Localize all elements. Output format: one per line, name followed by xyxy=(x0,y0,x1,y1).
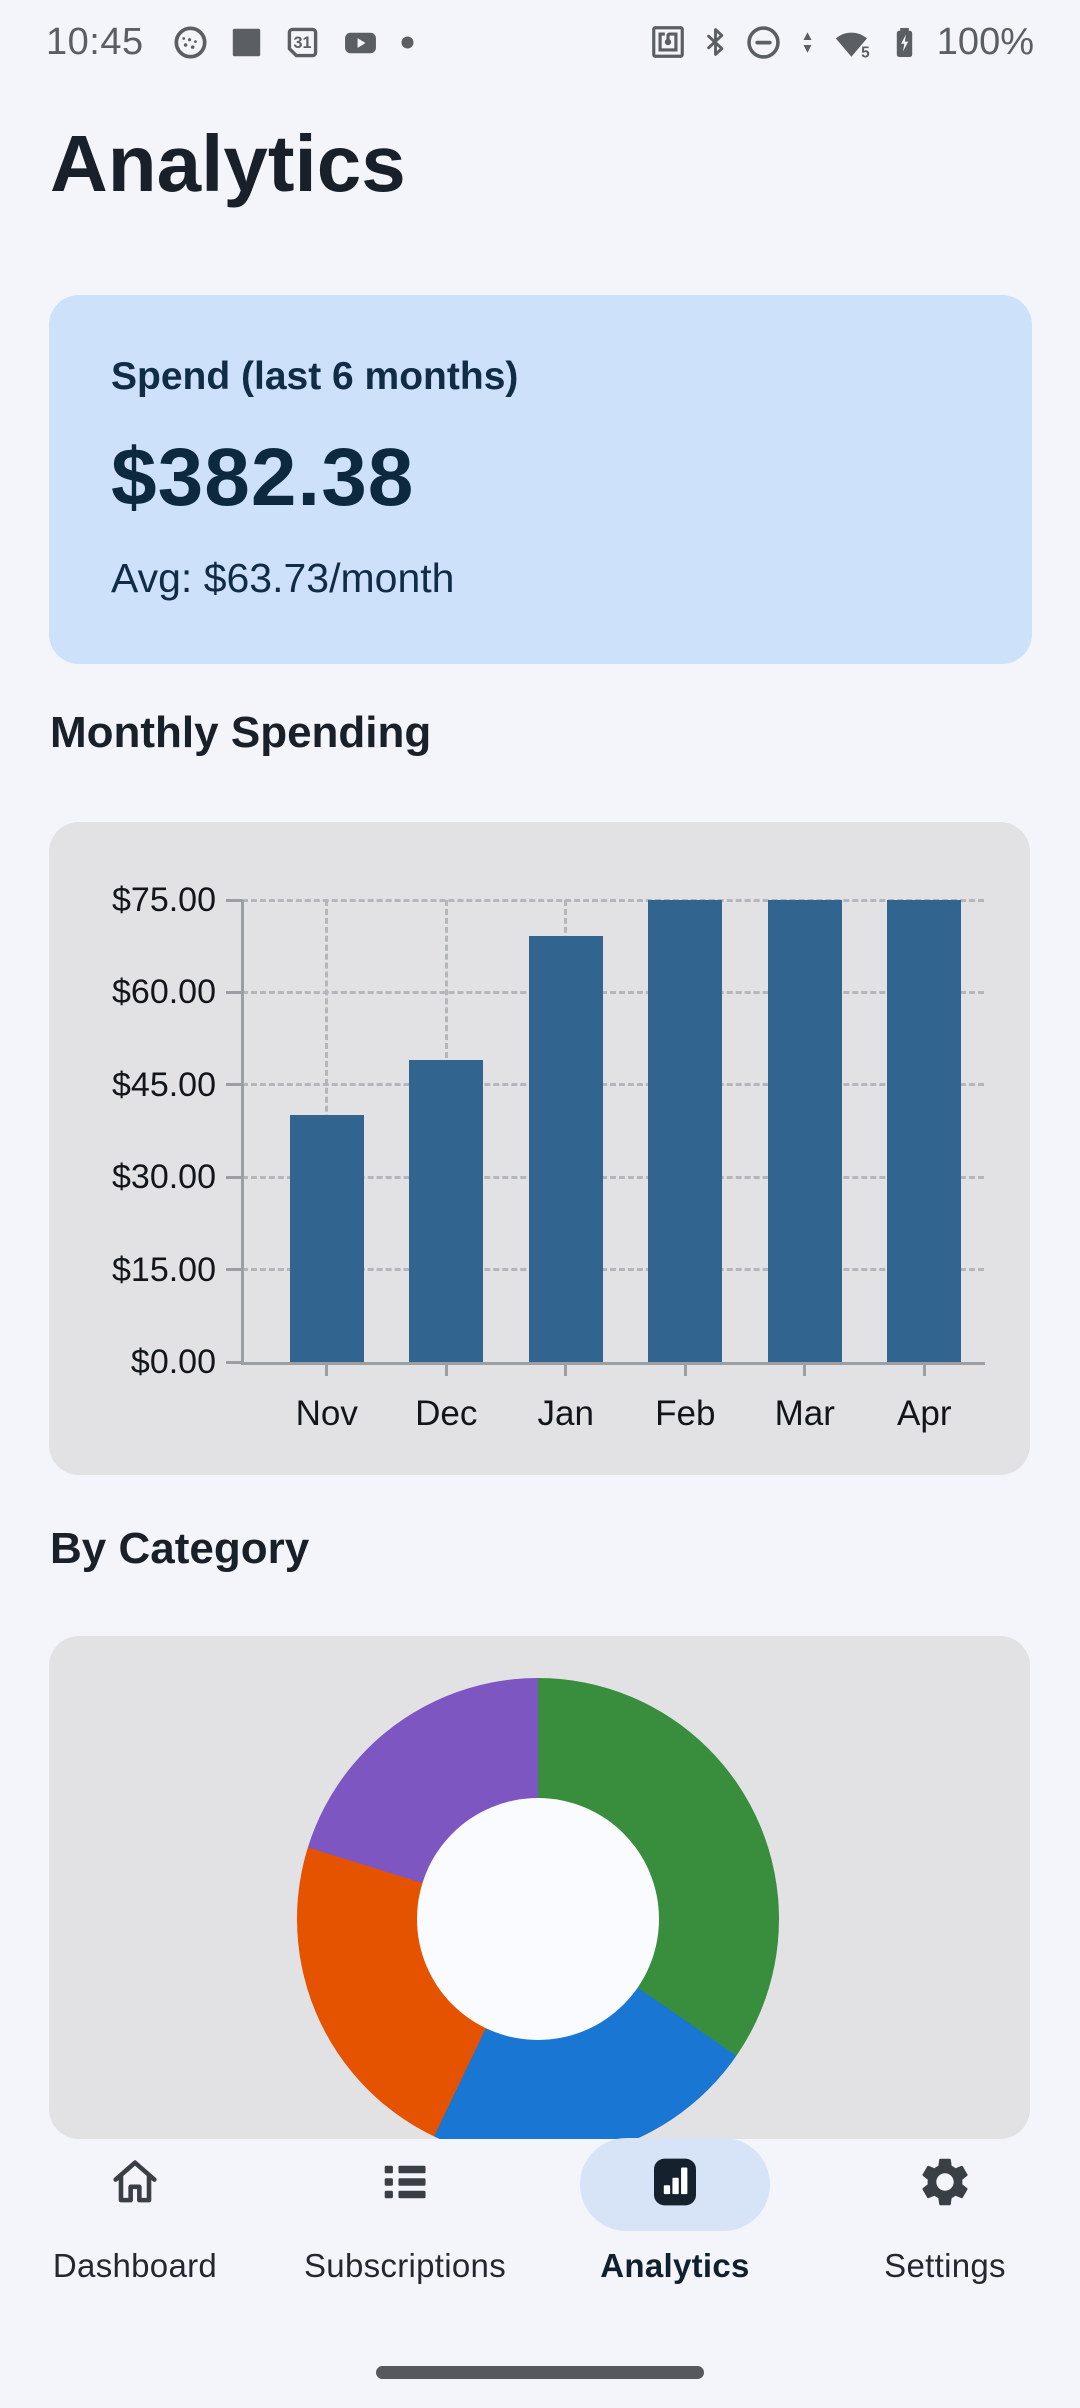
nav-item-analytics[interactable]: Analytics xyxy=(540,2122,810,2285)
y-axis-label: $15.00 xyxy=(112,1250,216,1289)
bar-jan xyxy=(528,936,603,1362)
x-axis-tick xyxy=(922,1362,926,1376)
donut-hole xyxy=(417,1798,659,2040)
battery-charging-icon xyxy=(886,24,923,61)
y-axis-line xyxy=(241,900,244,1365)
category-chart-card xyxy=(49,1636,1030,2139)
nav-analytics-pill xyxy=(580,2138,770,2231)
clock-text: 10:45 xyxy=(46,20,144,63)
x-axis-label: Nov xyxy=(295,1394,358,1433)
y-axis-tick xyxy=(226,1083,242,1087)
x-axis-tick xyxy=(564,1362,568,1376)
nav-item-settings[interactable]: Settings xyxy=(810,2122,1080,2285)
x-axis-label: Apr xyxy=(897,1394,952,1433)
nav-settings-iconwrap xyxy=(850,2138,1040,2231)
x-axis-tick xyxy=(325,1362,329,1376)
gridline-horizontal xyxy=(242,1268,984,1272)
bar-chart-icon xyxy=(647,2154,703,2215)
x-axis-tick xyxy=(803,1362,807,1376)
x-axis-label: Mar xyxy=(774,1394,835,1433)
calendar-day-text: 31 xyxy=(293,34,311,52)
wifi-icon: 5 xyxy=(832,23,874,62)
y-axis-label: $60.00 xyxy=(112,973,216,1012)
home-icon xyxy=(106,2153,164,2216)
x-axis-label: Dec xyxy=(415,1394,478,1433)
data-transfer-icon xyxy=(795,24,820,61)
y-axis-label: $0.00 xyxy=(130,1343,216,1381)
status-bar-left: 10:45 31 xyxy=(46,21,415,64)
nav-subscriptions-label: Subscriptions xyxy=(304,2247,506,2284)
y-axis-tick xyxy=(226,898,242,902)
youtube-icon xyxy=(341,23,380,62)
nav-dashboard-label: Dashboard xyxy=(52,2247,218,2284)
y-axis-label: $45.00 xyxy=(112,1065,216,1104)
gridline-horizontal xyxy=(242,1175,984,1179)
x-axis-label: Jan xyxy=(537,1394,594,1433)
nfc-icon xyxy=(649,23,687,61)
x-axis-tick xyxy=(683,1362,687,1376)
gesture-handle[interactable] xyxy=(376,2366,704,2379)
monthly-spending-chart-card: $0.00 $15.00 $30.00 $45.00 $60.00 $75.00 Nov De… xyxy=(49,822,1030,1475)
y-axis-tick xyxy=(226,990,242,994)
bar-feb xyxy=(648,900,723,1362)
gridline-horizontal xyxy=(242,1083,984,1087)
cookie-icon xyxy=(172,24,209,61)
nav-item-dashboard[interactable]: Dashboard xyxy=(0,2122,270,2285)
by-category-heading: By Category xyxy=(50,1524,310,1573)
bar-dec xyxy=(409,1059,484,1362)
nav-item-subscriptions[interactable]: Subscriptions xyxy=(270,2122,540,2285)
status-bar: 10:45 31 xyxy=(0,14,1080,70)
status-bar-right: 5 100% xyxy=(649,21,1034,64)
y-axis-tick xyxy=(226,1175,242,1179)
bluetooth-icon xyxy=(699,24,732,60)
bar-mar xyxy=(767,900,842,1362)
spend-summary-label: Spend (last 6 months) xyxy=(111,355,519,398)
donut-chart xyxy=(297,1678,779,2139)
nav-analytics-label: Analytics xyxy=(600,2247,750,2284)
spend-average: Avg: $63.73/month xyxy=(111,555,455,601)
nav-subscriptions-iconwrap xyxy=(310,2138,500,2231)
y-axis-tick xyxy=(226,1360,242,1364)
bar-chart-plot: $0.00 $15.00 $30.00 $45.00 $60.00 $75.00 Nov De… xyxy=(112,881,985,1433)
x-axis-label: Feb xyxy=(655,1394,716,1433)
page-title: Analytics xyxy=(50,119,406,208)
bar-apr xyxy=(887,900,962,1362)
y-axis-label: $30.00 xyxy=(112,1158,216,1197)
y-axis-label: $75.00 xyxy=(112,881,216,919)
bar-nov xyxy=(289,1114,364,1362)
do-not-disturb-icon xyxy=(744,23,783,62)
bottom-navigation: Dashboard Subscriptions xyxy=(0,2122,1080,2285)
monthly-spending-heading: Monthly Spending xyxy=(50,708,432,757)
square-app-icon xyxy=(229,25,264,60)
y-axis-tick xyxy=(226,1268,242,1272)
notification-dot xyxy=(400,35,415,50)
gridline-horizontal xyxy=(242,898,984,902)
nav-settings-label: Settings xyxy=(884,2247,1006,2284)
calendar-icon: 31 xyxy=(284,24,321,61)
wifi-band-text: 5 xyxy=(861,44,870,61)
gridline-horizontal xyxy=(242,990,984,994)
list-icon xyxy=(376,2153,434,2216)
battery-percent-text: 100% xyxy=(936,20,1034,63)
x-axis-line xyxy=(241,1362,985,1365)
gear-icon xyxy=(916,2153,974,2216)
spend-summary-card: Spend (last 6 months) $382.38 Avg: $63.7… xyxy=(49,295,1032,664)
x-axis-tick xyxy=(444,1362,448,1376)
nav-dashboard-iconwrap xyxy=(40,2138,230,2231)
spend-total-amount: $382.38 xyxy=(111,432,415,523)
